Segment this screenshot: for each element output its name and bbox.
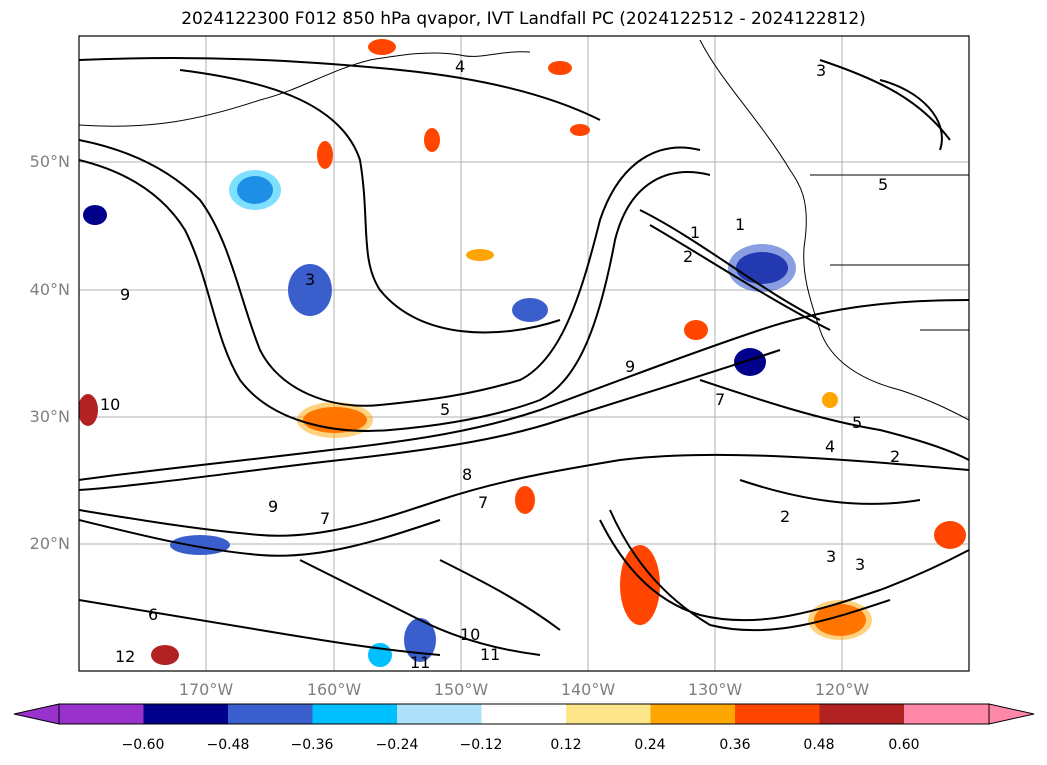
contour-label: 5 (440, 400, 450, 419)
ivt-contours (79, 57, 969, 656)
lat-label: 40°N (29, 280, 70, 299)
colorbar-extend-high (988, 703, 1035, 725)
colorbar-tick: −0.24 (375, 737, 419, 753)
contour-label: 10 (460, 625, 480, 644)
contour-label: 7 (478, 493, 488, 512)
colorbar-tick: 0.60 (888, 737, 920, 753)
contour-label: 5 (852, 413, 862, 432)
contour-labels: 1 1 2 2 2 3 3 3 3 4 4 5 5 5 6 7 7 7 8 9 … (100, 57, 900, 672)
contour-label: 9 (268, 497, 278, 516)
contour-label: 2 (780, 507, 790, 526)
colorbar-tick: 0.36 (719, 737, 751, 753)
contour-label: 4 (455, 57, 465, 76)
contour-label: 8 (462, 465, 472, 484)
contour-label: 1 (690, 223, 700, 242)
contour-label: 11 (480, 645, 500, 664)
colorbar-tick: −0.48 (206, 737, 250, 753)
contour-label: 2 (890, 447, 900, 466)
lon-label: 120°W (814, 680, 870, 699)
graticule (79, 36, 969, 671)
lat-label: 30°N (29, 407, 70, 426)
contour-label: 4 (825, 437, 835, 456)
lon-label: 130°W (687, 680, 743, 699)
contour-label: 3 (305, 270, 315, 289)
contour-label: 9 (625, 357, 635, 376)
contour-label: 11 (410, 653, 430, 672)
qvapor-shading (79, 39, 966, 667)
lon-label: 160°W (306, 680, 362, 699)
colorbar-tick: −0.36 (290, 737, 334, 753)
lat-label: 50°N (29, 152, 70, 171)
colorbar-tick: 0.12 (550, 737, 582, 753)
colorbar-tick: 0.48 (803, 737, 835, 753)
contour-label: 9 (120, 285, 130, 304)
lon-label: 150°W (433, 680, 489, 699)
contour-label: 10 (100, 395, 120, 414)
lat-label: 20°N (29, 534, 70, 553)
lon-label: 170°W (178, 680, 234, 699)
contour-label: 5 (878, 175, 888, 194)
contour-label: 12 (115, 647, 135, 666)
contour-label: 3 (855, 555, 865, 574)
contour-label: 3 (826, 547, 836, 566)
contour-label: 2 (683, 247, 693, 266)
colorbar (13, 703, 1035, 725)
colorbar-tick: −0.12 (459, 737, 503, 753)
contour-label: 7 (715, 390, 725, 409)
colorbar-tick: −0.60 (121, 737, 165, 753)
map-title: 2024122300 F012 850 hPa qvapor, IVT Land… (181, 9, 866, 29)
contour-label: 3 (816, 61, 826, 80)
plot-frame (78, 35, 970, 672)
colorbar-tick: 0.24 (634, 737, 666, 753)
contour-label: 6 (148, 605, 158, 624)
contour-label: 1 (735, 215, 745, 234)
contour-label: 7 (320, 509, 330, 528)
colorbar-extend-low (13, 703, 60, 725)
lon-label: 140°W (560, 680, 616, 699)
